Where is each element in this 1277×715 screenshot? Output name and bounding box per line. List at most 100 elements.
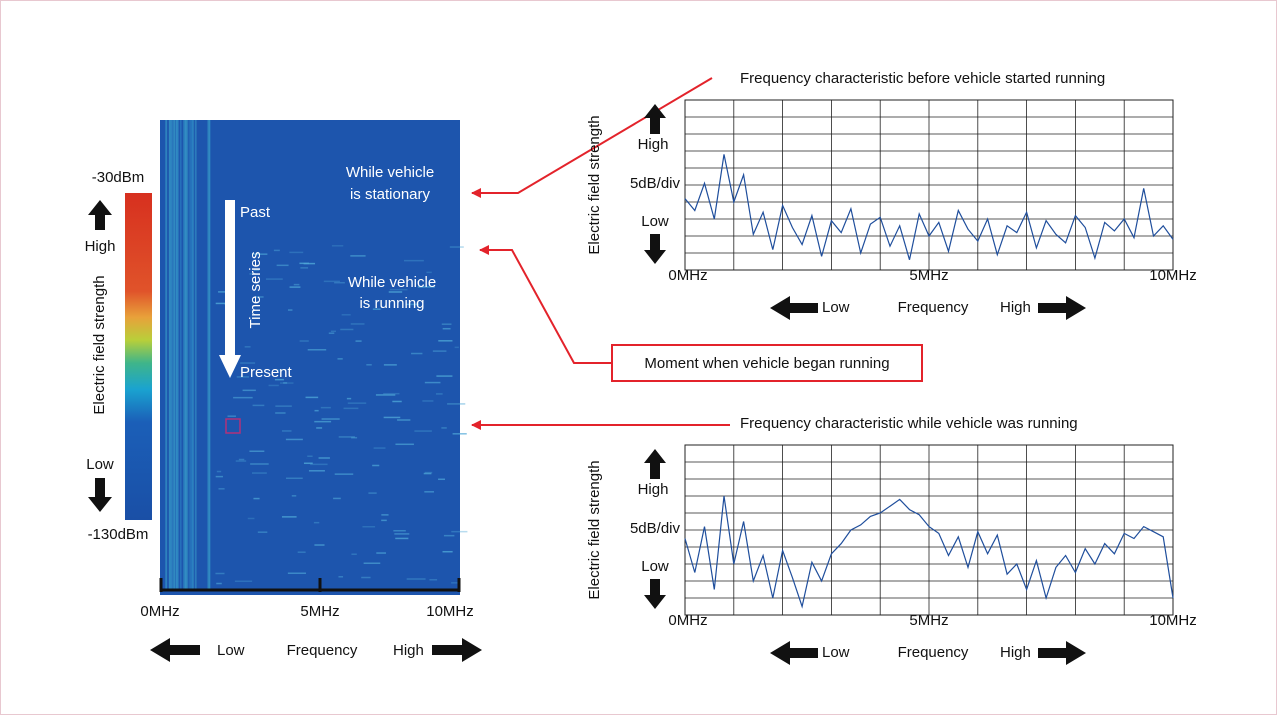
spectrogram-dash: [362, 525, 376, 528]
colorbar-low: Low: [86, 456, 114, 473]
spectrogram-dash: [234, 580, 253, 582]
spectrogram-dash: [314, 409, 319, 412]
spectrogram-dash: [350, 323, 365, 325]
left-arrow: [770, 641, 818, 665]
spectrogram-dash: [273, 249, 280, 252]
spectrogram-dash: [253, 269, 260, 271]
spectrogram-stripe: [191, 120, 193, 590]
spectrogram-dash: [355, 340, 362, 342]
spectrogram-dash: [275, 412, 286, 414]
spectrogram-dash: [373, 447, 386, 449]
spectrogram-dash: [240, 362, 256, 364]
right-arrow: [1038, 641, 1086, 665]
spectrogram-dash: [438, 340, 453, 342]
spectrogram-dash: [303, 262, 316, 265]
spectrogram: [160, 120, 468, 595]
spectrogram-dash: [250, 463, 269, 465]
spectrogram-dash: [257, 531, 268, 533]
y-low: Low: [641, 213, 669, 230]
spectrogram-dash: [340, 328, 354, 331]
spectrogram-dash: [215, 475, 223, 478]
spectrogram-stripe: [168, 120, 171, 590]
spectrogram-dash: [216, 582, 222, 585]
spectrogram-dash: [423, 472, 432, 475]
x-tick-label: 5MHz: [300, 603, 339, 620]
x-tick-label: 5MHz: [909, 612, 948, 629]
spectrogram-dash: [249, 273, 256, 275]
spectrogram-dash: [449, 246, 464, 248]
right-arrow: [432, 638, 482, 662]
spectrogram-dash: [321, 418, 340, 420]
spectrogram-stripe: [184, 120, 188, 590]
spectrogram-dash: [291, 495, 297, 497]
spectrogram-dash: [452, 433, 467, 435]
plot-frame: [684, 99, 1174, 271]
left-arrow: [150, 638, 200, 662]
spectrogram-dash: [255, 296, 264, 298]
x-high: High: [1000, 644, 1031, 661]
spectrogram-dash: [422, 400, 434, 402]
spectrogram-dash: [253, 497, 260, 500]
spectrogram-dash: [318, 457, 330, 459]
spectrogram-dash: [383, 416, 401, 419]
y-high: High: [638, 481, 669, 498]
spectrogram-dash: [314, 544, 325, 546]
x-tick-label: 10MHz: [426, 603, 474, 620]
spectrogram-dash: [268, 384, 279, 387]
spectrogram-dash: [372, 464, 380, 467]
y-axis-label: Electric field strength: [586, 115, 603, 254]
stationary-label: is stationary: [350, 186, 431, 203]
x-tick-label: 0MHz: [668, 612, 707, 629]
callout-arrow: [479, 245, 612, 364]
x-axis-label: Frequency: [898, 299, 969, 316]
trace: [684, 154, 1174, 261]
spectrogram-dash: [376, 552, 386, 554]
spectrogram-stripe: [207, 120, 211, 590]
spectrogram-dash: [372, 308, 381, 310]
spectrogram-dash: [310, 463, 328, 466]
spectrogram-dash: [432, 350, 447, 352]
spectrogram-dash: [313, 521, 320, 524]
spectrogram-dash: [285, 438, 303, 441]
spectrogram-stripe: [175, 120, 179, 590]
spectrogram-dash: [320, 406, 331, 409]
spectrogram-stripe: [174, 120, 178, 590]
colorbar-high: High: [85, 238, 116, 255]
spectrogram-dash: [393, 530, 406, 532]
spectrogram-dash: [343, 407, 359, 410]
spectrogram-stripe: [169, 120, 172, 590]
spectrogram-dash: [383, 364, 397, 366]
x-low: Low: [822, 299, 850, 316]
colorbar-max: -30dBm: [92, 169, 145, 186]
spectrogram-dash: [247, 517, 255, 520]
spectrogram-dash: [435, 393, 443, 395]
y-low: Low: [641, 558, 669, 575]
running-label: While vehicle: [348, 274, 436, 291]
x-high: High: [1000, 299, 1031, 316]
spectrogram-dash: [289, 251, 304, 254]
spectrogram-dash: [424, 491, 434, 493]
chart-title: Frequency characteristic before vehicle …: [740, 70, 1105, 87]
spectrogram-dash: [307, 455, 313, 458]
spectrogram-dash: [389, 288, 408, 291]
spectrogram-dash: [351, 553, 357, 555]
spectrogram-dash: [403, 259, 424, 262]
spectrogram-stripe: [195, 120, 197, 590]
x-tick-label: 5MHz: [909, 267, 948, 284]
spectrogram-dash: [280, 382, 294, 384]
plot-frame: [684, 444, 1174, 616]
spectrogram-dash: [341, 314, 351, 316]
spectrogram-dash: [441, 427, 447, 429]
spectrogram-dash: [426, 271, 432, 274]
spectrogram-dash: [283, 382, 288, 384]
x-tick-label: 10MHz: [1149, 612, 1197, 629]
spectrogram-dash: [242, 389, 256, 392]
x-axis-label: Frequency: [898, 644, 969, 661]
spectrogram-dash: [406, 303, 420, 306]
spectrogram-dash: [338, 576, 344, 578]
spectrogram-dash: [293, 283, 300, 286]
spectrogram-dash: [441, 323, 452, 325]
right-arrow: [1038, 296, 1086, 320]
spectrogram-stripe: [171, 120, 175, 590]
